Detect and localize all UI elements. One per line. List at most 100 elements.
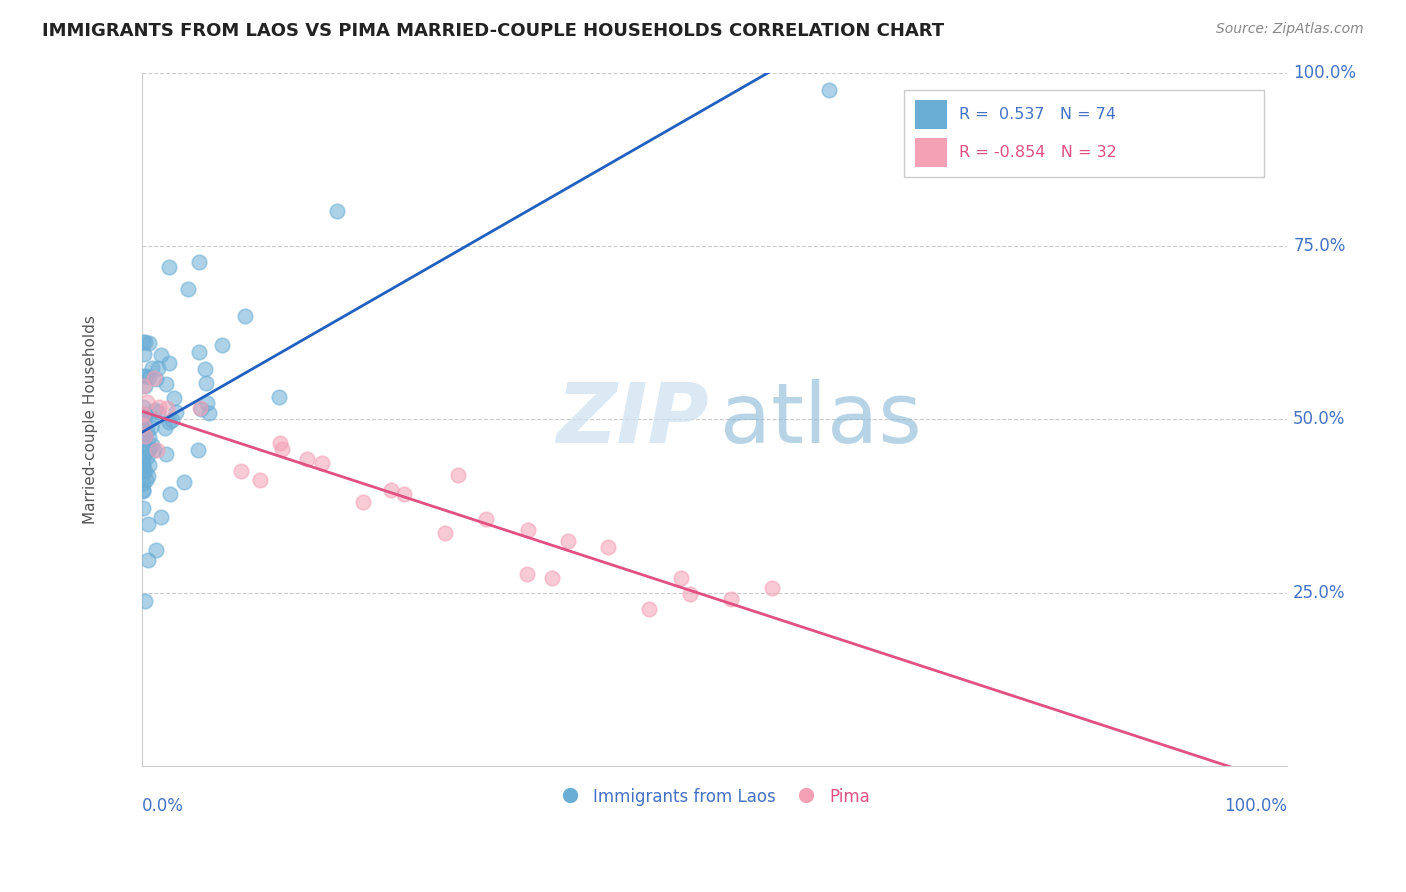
Point xyxy=(132,379,155,393)
Point xyxy=(143,442,166,457)
FancyBboxPatch shape xyxy=(915,138,948,168)
Legend: Immigrants from Laos, Pima: Immigrants from Laos, Pima xyxy=(553,781,876,813)
Point xyxy=(190,402,212,417)
Point xyxy=(229,464,252,478)
FancyBboxPatch shape xyxy=(904,90,1264,177)
Point xyxy=(295,452,318,467)
Point xyxy=(173,475,195,489)
Point xyxy=(392,486,415,500)
Text: 25.0%: 25.0% xyxy=(1294,583,1346,601)
Point xyxy=(155,447,177,461)
Point xyxy=(132,464,155,478)
Point xyxy=(516,567,538,582)
Point xyxy=(156,401,179,416)
Text: R =  0.537   N = 74: R = 0.537 N = 74 xyxy=(959,107,1115,122)
Point xyxy=(134,409,156,423)
Point xyxy=(141,437,163,451)
Point xyxy=(135,424,157,438)
Point xyxy=(143,403,166,417)
Point xyxy=(134,335,156,350)
Point xyxy=(136,553,159,567)
Point xyxy=(150,510,173,524)
Text: 75.0%: 75.0% xyxy=(1294,237,1346,255)
Point xyxy=(132,401,155,415)
Point xyxy=(132,458,155,472)
Point xyxy=(157,260,180,274)
Point xyxy=(638,602,661,616)
Point xyxy=(434,525,457,540)
Point xyxy=(139,410,162,425)
Point xyxy=(153,421,176,435)
Point xyxy=(155,377,177,392)
Point xyxy=(136,516,159,531)
Point xyxy=(679,587,702,601)
Point xyxy=(157,415,180,429)
Point xyxy=(132,484,155,499)
Point xyxy=(720,592,742,607)
Point xyxy=(132,407,155,421)
Point xyxy=(233,309,256,323)
Point xyxy=(818,83,841,97)
Point xyxy=(134,464,156,478)
Text: Source: ZipAtlas.com: Source: ZipAtlas.com xyxy=(1216,22,1364,37)
Point xyxy=(671,571,693,585)
Point xyxy=(134,379,156,393)
Point xyxy=(352,495,374,509)
Point xyxy=(269,435,291,450)
Point xyxy=(163,391,186,405)
Point xyxy=(157,356,180,370)
Point xyxy=(134,413,156,427)
Point xyxy=(160,413,183,427)
Text: 100.0%: 100.0% xyxy=(1294,64,1357,82)
Point xyxy=(761,581,783,595)
Point xyxy=(311,456,333,470)
Point xyxy=(146,360,169,375)
Point xyxy=(132,347,155,361)
Point xyxy=(516,523,538,537)
Point xyxy=(138,335,160,350)
Point xyxy=(148,405,170,419)
Point xyxy=(132,369,155,384)
Point xyxy=(188,401,211,415)
Point xyxy=(132,411,155,425)
Point xyxy=(211,338,233,352)
Point xyxy=(198,406,221,420)
Point xyxy=(150,348,173,362)
Point xyxy=(132,483,155,497)
Point xyxy=(138,430,160,444)
Point xyxy=(132,476,155,491)
Point xyxy=(187,442,209,457)
Point xyxy=(325,204,347,219)
Point xyxy=(132,457,155,471)
Point xyxy=(143,371,166,385)
Point xyxy=(136,443,159,458)
Point xyxy=(132,501,155,516)
Point xyxy=(135,473,157,487)
Text: ZIP: ZIP xyxy=(557,379,709,460)
Text: 100.0%: 100.0% xyxy=(1225,797,1288,814)
Point xyxy=(138,458,160,472)
Point xyxy=(132,410,155,425)
Point xyxy=(136,450,159,464)
Point xyxy=(134,594,156,608)
Point xyxy=(165,405,187,419)
Point xyxy=(145,542,167,557)
Point xyxy=(132,426,155,441)
Point xyxy=(135,369,157,384)
Point xyxy=(132,451,155,466)
Point xyxy=(270,442,292,456)
Point xyxy=(159,487,181,501)
Point xyxy=(249,474,271,488)
FancyBboxPatch shape xyxy=(915,100,948,129)
Point xyxy=(145,372,167,386)
Text: 0.0%: 0.0% xyxy=(142,797,184,814)
Point xyxy=(141,361,163,376)
Point xyxy=(598,540,620,554)
Point xyxy=(540,571,562,585)
Point xyxy=(132,417,155,432)
Point xyxy=(139,420,162,434)
Point xyxy=(557,533,579,548)
Point xyxy=(188,255,211,269)
Point xyxy=(134,431,156,445)
Point xyxy=(148,401,170,415)
